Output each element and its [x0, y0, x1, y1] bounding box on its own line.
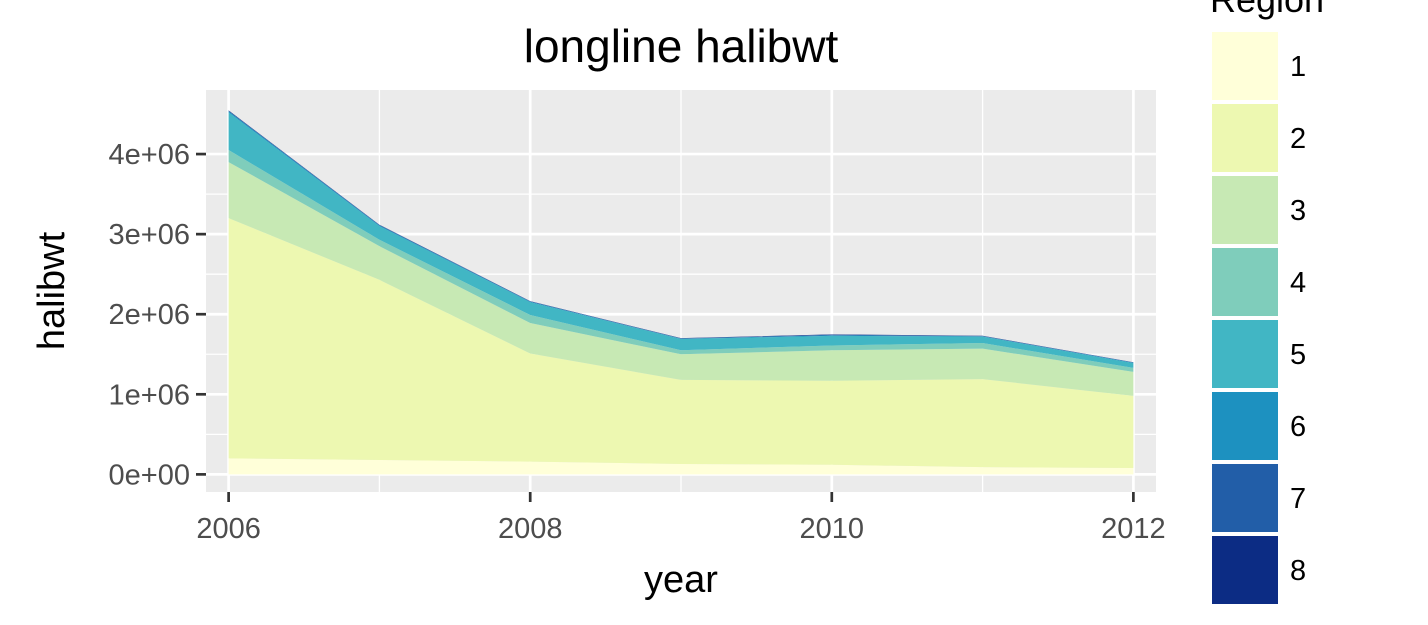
y-tick-label: 0e+00: [109, 459, 190, 491]
legend-items: 1 2 3 4 5 6 7 8: [1212, 32, 1306, 604]
legend-key-1: [1212, 32, 1278, 100]
x-axis-title: year: [644, 559, 718, 601]
legend-label-2: 2: [1290, 123, 1306, 155]
legend-label-7: 7: [1290, 483, 1306, 515]
area-region-2: [228, 218, 1134, 468]
y-tick-label: 3e+06: [109, 219, 190, 251]
x-tick-label: 2006: [196, 513, 261, 545]
legend-title: Region: [1210, 0, 1324, 20]
area-region-4: [228, 150, 1134, 372]
y-tick-label: 4e+06: [109, 139, 190, 171]
area-region-3: [228, 162, 1134, 396]
stacked-areas: [228, 110, 1134, 475]
legend-key-6: [1212, 392, 1278, 460]
legend-label-3: 3: [1290, 195, 1306, 227]
legend-label-4: 4: [1290, 267, 1306, 299]
y-tick-label: 1e+06: [109, 379, 190, 411]
x-tick-label: 2012: [1101, 513, 1166, 545]
legend-key-4: [1212, 248, 1278, 316]
legend-key-5: [1212, 320, 1278, 388]
legend-key-7: [1212, 464, 1278, 532]
legend-key-8: [1212, 536, 1278, 604]
x-tick-label: 2010: [800, 513, 865, 545]
x-axis: 2006 2008 2010 2012: [196, 492, 1166, 545]
y-tick-label: 2e+06: [109, 299, 190, 331]
legend-label-5: 5: [1290, 339, 1306, 371]
x-tick-label: 2008: [498, 513, 563, 545]
legend-label-6: 6: [1290, 411, 1306, 443]
legend-key-2: [1212, 104, 1278, 172]
legend-label-8: 8: [1290, 555, 1306, 587]
legend: Region 1 2 3 4 5 6 7 8: [1210, 0, 1324, 604]
area-region-1: [228, 458, 1134, 475]
legend-key-3: [1212, 176, 1278, 244]
y-axis: 0e+00 1e+06 2e+06 3e+06 4e+06: [109, 139, 206, 491]
chart-title: longline halibwt: [524, 20, 839, 72]
y-axis-title: halibwt: [31, 231, 73, 350]
legend-label-1: 1: [1290, 51, 1306, 83]
